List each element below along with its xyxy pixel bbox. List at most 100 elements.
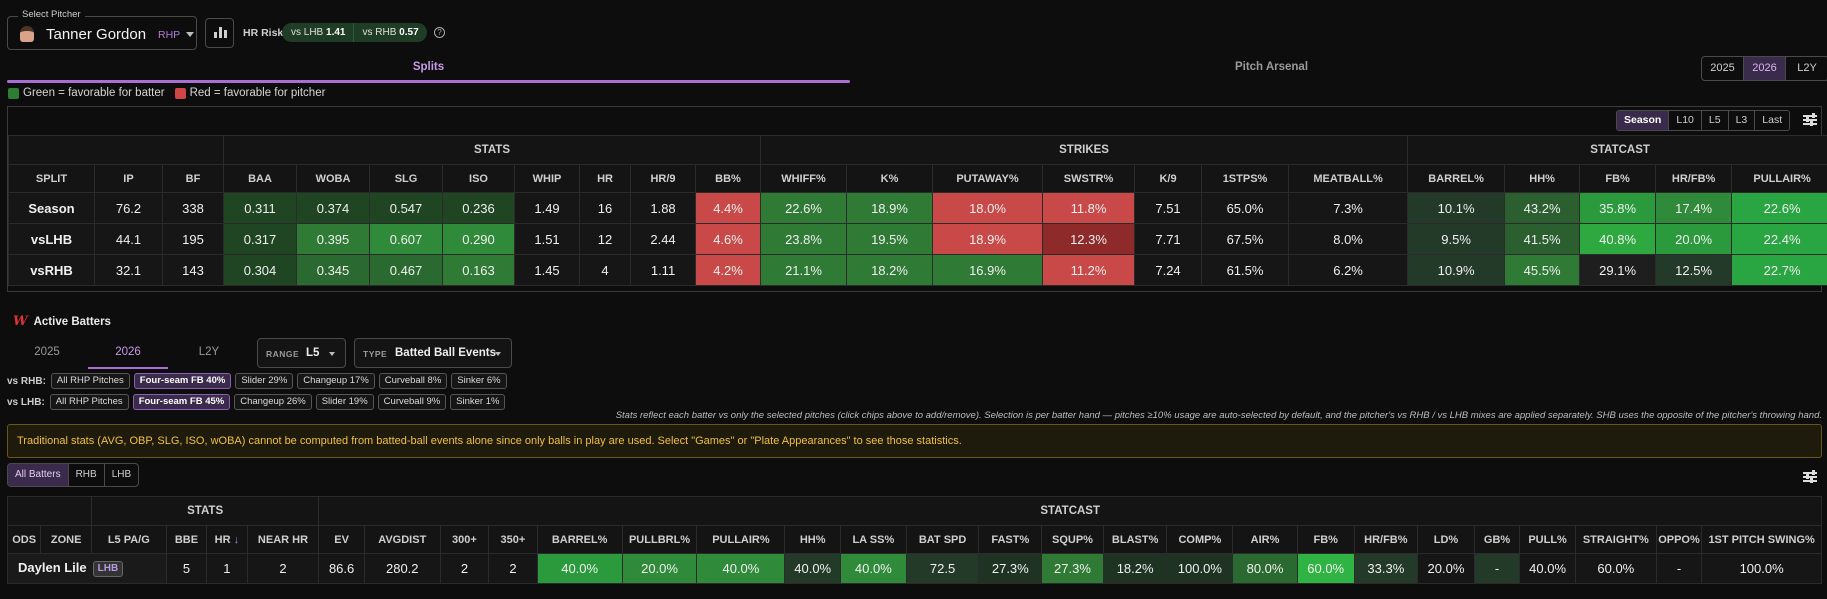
pitch-chip-changeup-17[interactable]: Changeup 17% [297,373,375,389]
col-hr-fb[interactable]: HR/FB% [1353,525,1419,554]
col-bbe[interactable]: BBE [165,525,208,554]
batters-settings-sliders-icon[interactable] [1803,470,1817,483]
col-woba[interactable]: WOBA [296,164,371,193]
batter-row[interactable]: Daylen Lile LHB 5 1 2 86.6 280.2 2 2 40.0% 20.0% 40… [7,553,1822,584]
col-la-ss[interactable]: LA SS% [839,525,907,554]
col-near-hr[interactable]: NEAR HR [246,525,320,554]
col-hh[interactable]: HH% [1504,164,1581,193]
col-whip[interactable]: WHIP [514,164,581,193]
batters-year-2025-tab[interactable]: 2025 [34,346,60,358]
col-1stps[interactable]: 1STPS% [1201,164,1290,193]
tab-splits[interactable]: Splits [412,61,445,73]
col-hr-9[interactable]: HR/9 [630,164,697,193]
col-zone[interactable]: ZONE [40,525,92,554]
col-fast[interactable]: FAST% [978,525,1043,554]
col-fb[interactable]: FB% [1296,525,1355,554]
type-dropdown[interactable]: TYPE Batted Ball Events [354,338,512,368]
year-2025-button[interactable]: 2025 [1702,57,1744,80]
col-meatball[interactable]: MEATBALL% [1288,164,1409,193]
col-gb[interactable]: GB% [1473,525,1521,554]
team-logo-icon: W [13,314,28,329]
col-fb[interactable]: FB% [1579,164,1657,193]
pitch-chip-all-rhp-pitches[interactable]: All RHP Pitches [50,373,130,389]
pitch-chip-all-rhp-pitches[interactable]: All RHP Pitches [49,394,129,410]
pitch-chip-slider-29[interactable]: Slider 29% [235,373,294,389]
tab-pitch-arsenal[interactable]: Pitch Arsenal [1234,61,1309,73]
col-barrel[interactable]: BARREL% [536,525,623,554]
col-iso[interactable]: ISO [442,164,516,193]
range-last-button[interactable]: Last [1762,114,1783,126]
col-air[interactable]: AIR% [1232,525,1298,554]
col-350[interactable]: 350+ [488,525,538,554]
year-l2y-button[interactable]: L2Y [1797,62,1817,74]
split-cell-whiff: 21.1% [760,254,848,286]
range-l10-button[interactable]: L10 [1669,111,1702,130]
col-bat-spd[interactable]: BAT SPD [905,525,980,554]
batters-year-l2y-tab[interactable]: L2Y [198,346,220,358]
pitch-chip-curveball-9[interactable]: Curveball 9% [377,394,447,410]
col-swstr[interactable]: SWSTR% [1042,164,1136,193]
group-stats: STATS [223,135,762,165]
range-l5-button[interactable]: L5 [1702,111,1729,130]
batter-cell-hr-fb: 33.3% [1353,553,1419,584]
col-hr[interactable]: HR [579,164,632,193]
range-season-button[interactable]: Season [1617,111,1670,130]
col-pull[interactable]: PULL% [1519,525,1576,554]
batters-year-2026-tab[interactable]: 2026 [115,346,141,358]
col-ods[interactable]: ODS [6,525,42,554]
batter-cell-350: 2 [488,553,538,584]
settings-sliders-icon[interactable] [1803,113,1817,126]
col-hh[interactable]: HH% [784,525,841,554]
col-300[interactable]: 300+ [439,525,490,554]
col-pullair[interactable]: PULLAIR% [1731,164,1827,193]
pitch-chip-sinker-1[interactable]: Sinker 1% [450,394,506,410]
col-ip[interactable]: IP [94,164,163,193]
batter-cell-blast: 18.2% [1102,553,1168,584]
col-pullbrl[interactable]: PULLBRL% [621,525,698,554]
col-bf[interactable]: BF [161,164,225,193]
year-2026-button[interactable]: 2026 [1744,57,1786,80]
col-k-9[interactable]: K/9 [1134,164,1203,193]
col-l5-pa-g[interactable]: L5 PA/G [90,525,167,554]
split-cell-iso: 0.236 [442,192,516,224]
col-barrel[interactable]: BARREL% [1407,164,1506,193]
col-bb[interactable]: BB% [695,164,762,193]
col-ev[interactable]: EV [318,525,365,554]
bar-chart-button[interactable] [205,18,234,48]
col-avgdist[interactable]: AVGDIST [363,525,441,554]
batter-name-cell[interactable]: Daylen Lile LHB [7,553,167,584]
filter-all-batters[interactable]: All Batters [8,464,69,486]
col-straight[interactable]: STRAIGHT% [1574,525,1657,554]
pitch-chip-changeup-26[interactable]: Changeup 26% [234,394,312,410]
pitch-chip-four-seam-fb-45[interactable]: Four-seam FB 45% [132,394,231,410]
col-squp[interactable]: SQUP% [1041,525,1104,554]
filter-lhb[interactable]: LHB [111,469,132,480]
pitch-chip-slider-19[interactable]: Slider 19% [315,394,374,410]
range-dropdown[interactable]: RANGE L5 [257,338,346,368]
col-hr[interactable]: HR ↓ [206,525,248,554]
col-1st-pitch-swing[interactable]: 1ST PITCH SWING% [1701,525,1822,554]
col-hr-fb[interactable]: HR/FB% [1655,164,1733,193]
batter-cell-hr: 1 [206,553,248,584]
filter-rhb[interactable]: RHB [69,464,105,486]
pitcher-select[interactable]: Select Pitcher Tanner Gordon RHP [7,9,197,50]
pitch-chip-four-seam-fb-40[interactable]: Four-seam FB 40% [133,373,232,389]
pitch-chip-curveball-8[interactable]: Curveball 8% [378,373,448,389]
range-l3-button[interactable]: L3 [1729,111,1756,130]
pitch-chip-sinker-6[interactable]: Sinker 6% [451,373,507,389]
batter-cell-pullair: 40.0% [696,553,786,584]
col-pullair[interactable]: PULLAIR% [696,525,786,554]
help-icon[interactable]: ? [434,27,445,38]
col-oppo[interactable]: OPPO% [1655,525,1703,554]
col-k[interactable]: K% [846,164,934,193]
col-slg[interactable]: SLG [369,164,444,193]
col-blast[interactable]: BLAST% [1102,525,1168,554]
col-comp[interactable]: COMP% [1166,525,1234,554]
col-ld[interactable]: LD% [1417,525,1475,554]
batters-year-underline [88,367,168,369]
split-cell-barrel: 10.9% [1407,254,1506,286]
col-baa[interactable]: BAA [223,164,298,193]
col-split[interactable]: SPLIT [8,164,95,193]
col-putaway[interactable]: PUTAWAY% [932,164,1044,193]
col-whiff[interactable]: WHIFF% [760,164,848,193]
